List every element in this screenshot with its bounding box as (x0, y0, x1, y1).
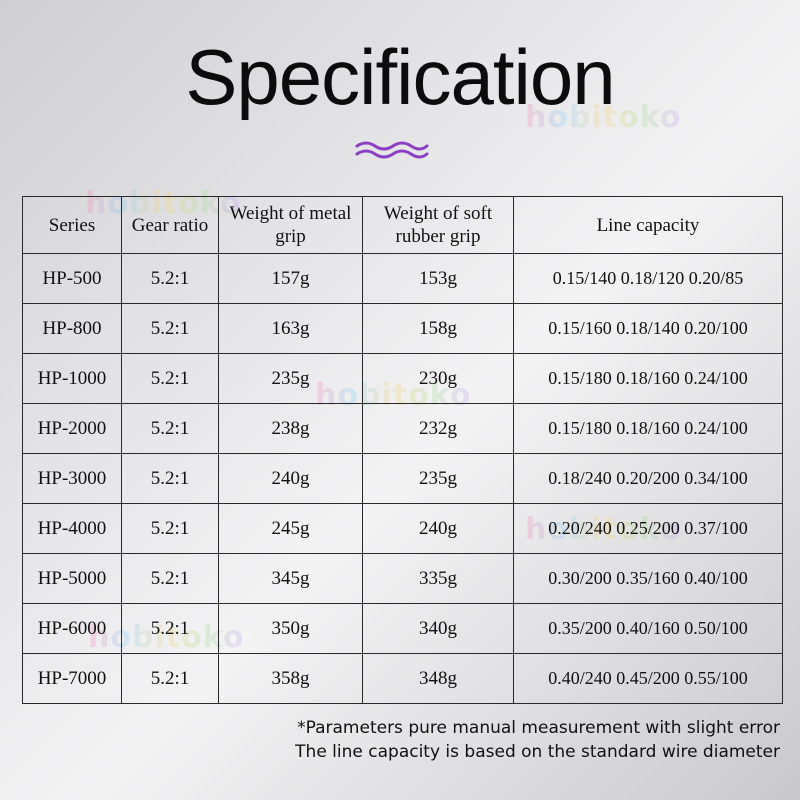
cell-series: HP-1000 (22, 353, 122, 404)
cell-series: HP-6000 (22, 603, 122, 654)
cell-rubber-grip-weight: 158g (362, 303, 514, 354)
table-row: HP-800 5.2:1 163g 158g 0.15/160 0.18/140 0.2… (22, 303, 783, 354)
cell-rubber-grip-weight: 232g (362, 403, 514, 454)
cell-series: HP-3000 (22, 453, 122, 504)
footnote-line-capacity: The line capacity is based on the standa… (295, 742, 780, 762)
col-header-metal-grip-weight: Weight of metal grip (218, 196, 363, 254)
table-row: HP-500 5.2:1 157g 153g 0.15/140 0.18/120 0.2… (22, 253, 783, 304)
cell-line-capacity: 0.15/160 0.18/140 0.20/100 (513, 303, 783, 354)
cell-rubber-grip-weight: 340g (362, 603, 514, 654)
col-header-series: Series (22, 196, 122, 254)
table-row: HP-4000 5.2:1 245g 240g 0.20/240 0.25/200 0.… (22, 503, 783, 554)
cell-series: HP-4000 (22, 503, 122, 554)
cell-rubber-grip-weight: 235g (362, 453, 514, 504)
cell-series: HP-5000 (22, 553, 122, 604)
cell-rubber-grip-weight: 240g (362, 503, 514, 554)
cell-line-capacity: 0.15/140 0.18/120 0.20/85 (513, 253, 783, 304)
table-row: HP-6000 5.2:1 350g 340g 0.35/200 0.40/160 0.… (22, 603, 783, 654)
cell-gear-ratio: 5.2:1 (121, 353, 219, 404)
cell-metal-grip-weight: 157g (218, 253, 363, 304)
table-row: HP-2000 5.2:1 238g 232g 0.15/180 0.18/160 0.… (22, 403, 783, 454)
table-header-row: Series Gear ratio Weight of metal grip Weig… (22, 196, 783, 254)
table-row: HP-3000 5.2:1 240g 235g 0.18/240 0.20/200 0.… (22, 453, 783, 504)
cell-line-capacity: 0.15/180 0.18/160 0.24/100 (513, 353, 783, 404)
cell-series: HP-500 (22, 253, 122, 304)
wave-divider-icon (355, 141, 429, 159)
col-header-rubber-grip-weight: Weight of soft rubber grip (362, 196, 514, 254)
cell-rubber-grip-weight: 230g (362, 353, 514, 404)
page-title: Specification (185, 33, 615, 121)
cell-rubber-grip-weight: 335g (362, 553, 514, 604)
cell-metal-grip-weight: 163g (218, 303, 363, 354)
cell-metal-grip-weight: 235g (218, 353, 363, 404)
cell-gear-ratio: 5.2:1 (121, 403, 219, 454)
cell-rubber-grip-weight: 348g (362, 653, 514, 704)
cell-series: HP-7000 (22, 653, 122, 704)
cell-gear-ratio: 5.2:1 (121, 603, 219, 654)
table-row: HP-5000 5.2:1 345g 335g 0.30/200 0.35/160 0.… (22, 553, 783, 604)
col-header-line-capacity: Line capacity (513, 196, 783, 254)
specification-table: Series Gear ratio Weight of metal grip Weig… (22, 196, 783, 704)
cell-metal-grip-weight: 238g (218, 403, 363, 454)
cell-line-capacity: 0.20/240 0.25/200 0.37/100 (513, 503, 783, 554)
cell-gear-ratio: 5.2:1 (121, 303, 219, 354)
footnotes: *Parameters pure manual measurement with… (295, 716, 780, 764)
col-header-gear-ratio: Gear ratio (121, 196, 219, 254)
table-row: HP-7000 5.2:1 358g 348g 0.40/240 0.45/200 0.… (22, 653, 783, 704)
cell-gear-ratio: 5.2:1 (121, 553, 219, 604)
cell-gear-ratio: 5.2:1 (121, 253, 219, 304)
cell-line-capacity: 0.30/200 0.35/160 0.40/100 (513, 553, 783, 604)
cell-metal-grip-weight: 245g (218, 503, 363, 554)
cell-gear-ratio: 5.2:1 (121, 503, 219, 554)
cell-line-capacity: 0.15/180 0.18/160 0.24/100 (513, 403, 783, 454)
cell-metal-grip-weight: 350g (218, 603, 363, 654)
cell-gear-ratio: 5.2:1 (121, 453, 219, 504)
cell-series: HP-800 (22, 303, 122, 354)
cell-line-capacity: 0.35/200 0.40/160 0.50/100 (513, 603, 783, 654)
cell-metal-grip-weight: 240g (218, 453, 363, 504)
cell-line-capacity: 0.40/240 0.45/200 0.55/100 (513, 653, 783, 704)
cell-metal-grip-weight: 345g (218, 553, 363, 604)
cell-series: HP-2000 (22, 403, 122, 454)
cell-rubber-grip-weight: 153g (362, 253, 514, 304)
table-row: HP-1000 5.2:1 235g 230g 0.15/180 0.18/160 0.… (22, 353, 783, 404)
cell-metal-grip-weight: 358g (218, 653, 363, 704)
cell-gear-ratio: 5.2:1 (121, 653, 219, 704)
cell-line-capacity: 0.18/240 0.20/200 0.34/100 (513, 453, 783, 504)
footnote-measurement: *Parameters pure manual measurement with… (297, 718, 780, 738)
